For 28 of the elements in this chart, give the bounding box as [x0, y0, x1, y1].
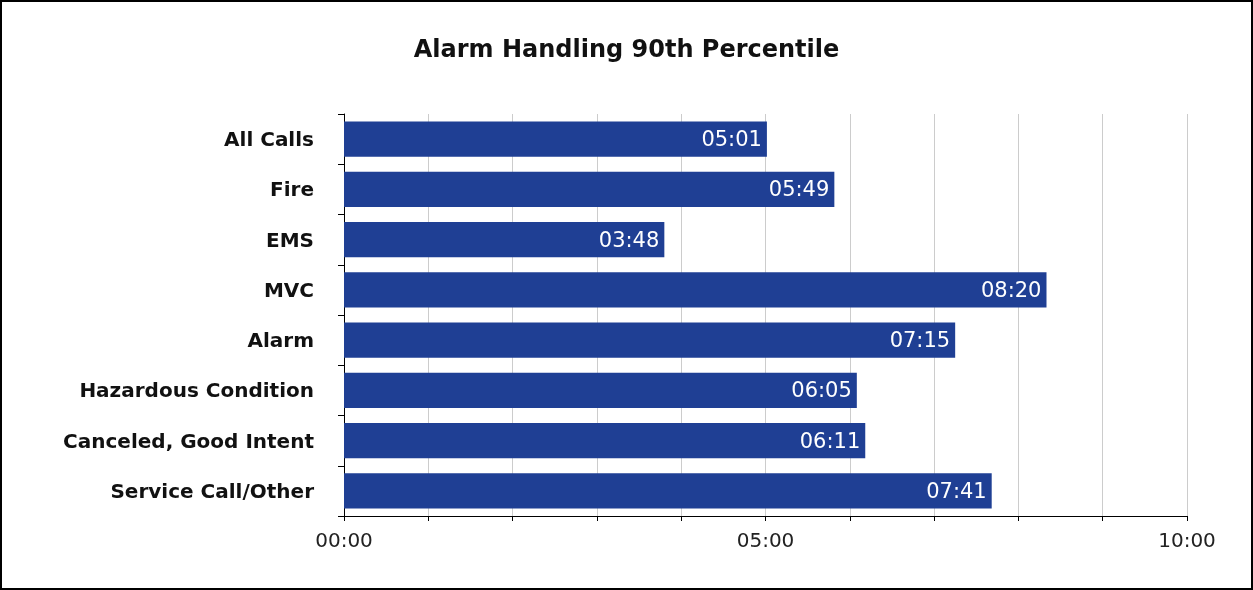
y-tick-label: Alarm [247, 328, 314, 353]
data-label: 07:15 [889, 328, 951, 353]
bar [344, 222, 665, 258]
y-tick-label: Hazardous Condition [79, 378, 314, 403]
bar [344, 322, 956, 358]
data-label: 06:11 [799, 428, 861, 453]
y-tick-label: EMS [266, 227, 314, 252]
y-tick-label: Service Call/Other [110, 478, 315, 503]
x-tick-label: 05:00 [736, 528, 795, 552]
x-tick-label: 00:00 [315, 528, 373, 552]
data-label: 03:48 [598, 227, 660, 252]
bar [344, 473, 992, 509]
y-tick-label: Canceled, Good Intent [63, 428, 315, 453]
data-label: 06:05 [791, 378, 852, 403]
data-label: 08:20 [980, 277, 1042, 302]
bar [344, 272, 1047, 308]
y-tick-label: MVC [263, 277, 314, 302]
x-tick-label: 10:00 [1158, 528, 1216, 552]
y-tick-label: All Calls [224, 127, 314, 152]
data-label: 05:49 [768, 177, 830, 202]
y-tick-label: Fire [270, 177, 314, 202]
bar [344, 423, 866, 459]
bar [344, 121, 767, 157]
bar [344, 372, 857, 408]
bar [344, 171, 835, 207]
data-label: 07:41 [926, 478, 987, 503]
data-label: 05:01 [701, 127, 762, 152]
chart-title: Alarm Handling 90th Percentile [413, 35, 840, 63]
